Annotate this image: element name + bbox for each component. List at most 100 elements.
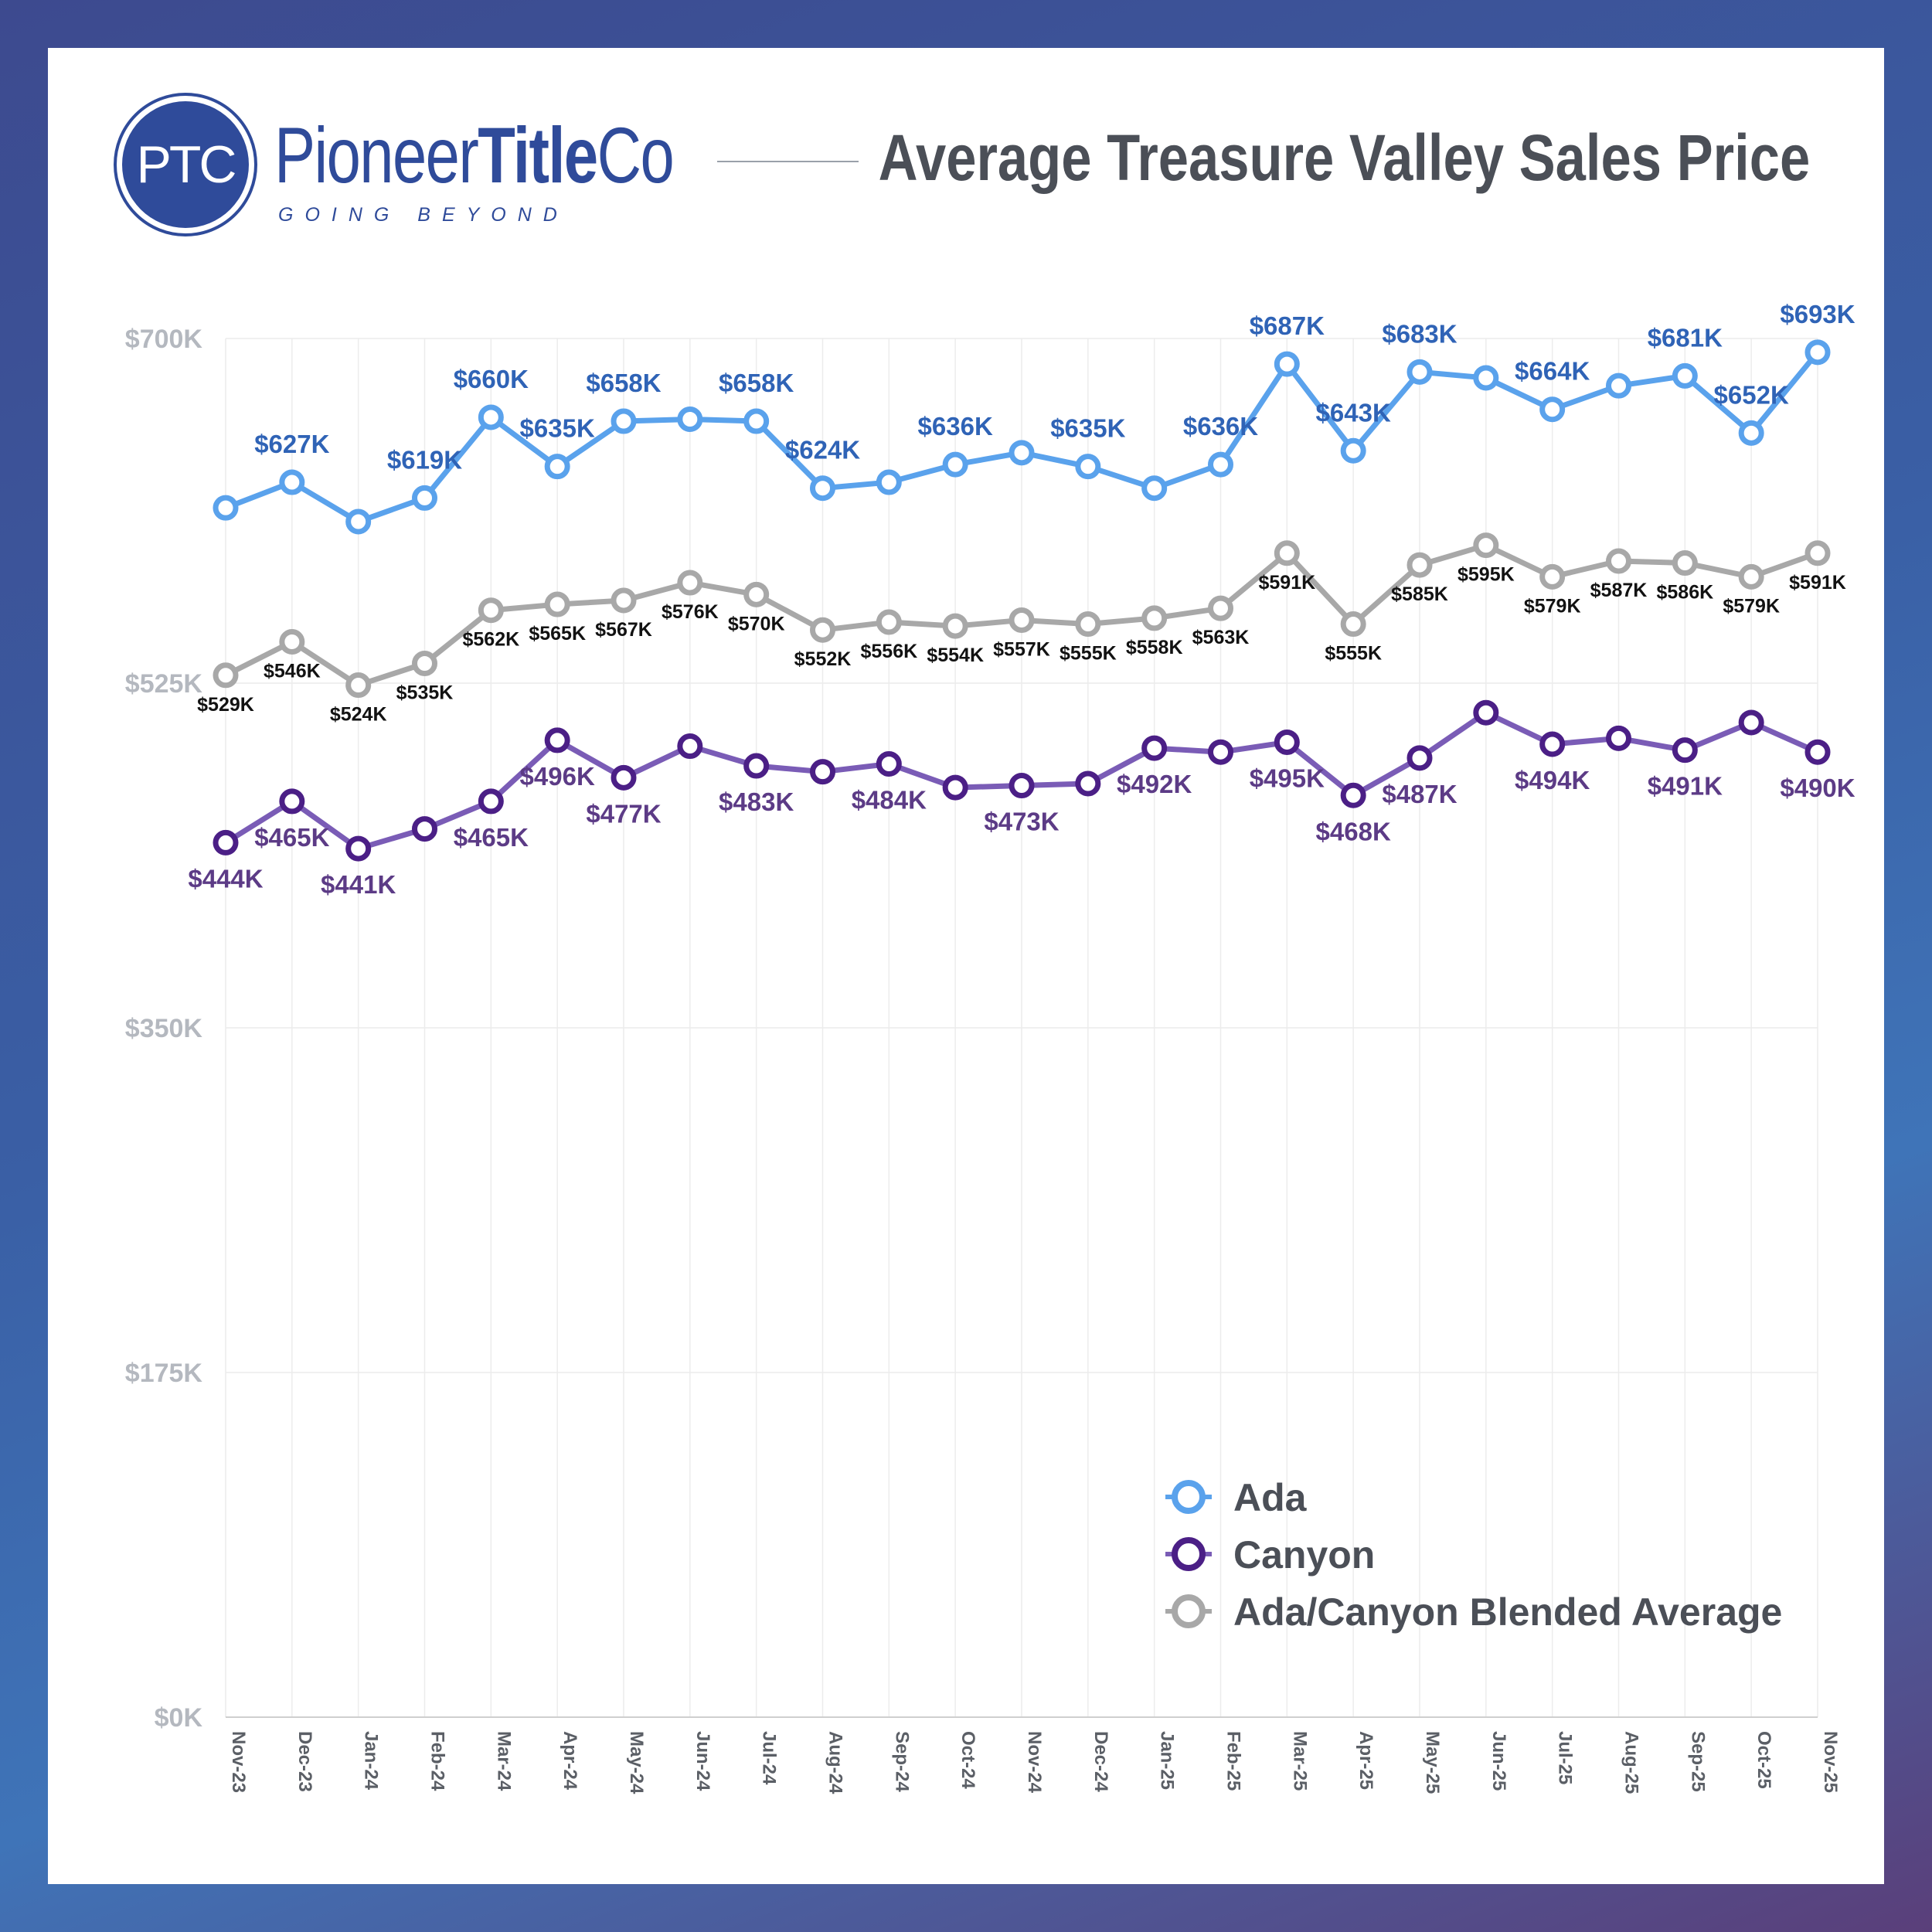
x-tick-label: Jan-24 xyxy=(361,1731,382,1791)
y-tick-label: $350K xyxy=(125,1014,203,1043)
x-tick-label: May-25 xyxy=(1422,1731,1443,1794)
data-point-ada xyxy=(1672,362,1698,389)
axes: $0K $175K $350K $525K $700K Nov-23 Dec-23 Jan-2… xyxy=(125,325,1841,1794)
data-label-canyon: $477K xyxy=(586,799,661,828)
legend-item-blend: Ada/Canyon Blended Average xyxy=(1165,1590,1782,1634)
data-label-ada: $636K xyxy=(1183,412,1258,440)
x-tick-label: May-24 xyxy=(626,1731,647,1794)
data-label-ada: $627K xyxy=(254,430,329,458)
data-point-canyon xyxy=(1208,739,1233,765)
legend-marker-canyon xyxy=(1172,1537,1206,1571)
data-label-ada: $681K xyxy=(1648,323,1723,352)
data-point-canyon xyxy=(544,727,570,753)
data-point-ada xyxy=(412,485,437,511)
data-point-blend xyxy=(1804,540,1831,566)
legend-item-canyon: Canyon xyxy=(1165,1533,1375,1577)
data-label-blend: $529K xyxy=(197,694,254,716)
data-point-ada xyxy=(1075,454,1101,480)
data-point-canyon xyxy=(1539,731,1566,757)
x-tick-label: Apr-24 xyxy=(560,1731,580,1791)
data-point-canyon xyxy=(1274,729,1300,755)
data-point-blend xyxy=(345,672,372,699)
x-tick-label: Nov-23 xyxy=(228,1731,249,1793)
x-tick-label: Oct-24 xyxy=(957,1731,978,1789)
data-point-canyon xyxy=(1473,699,1499,726)
ptc-logo-icon: PTC xyxy=(114,93,257,236)
data-point-ada xyxy=(942,451,968,478)
data-point-canyon xyxy=(743,753,770,779)
data-label-ada: $693K xyxy=(1780,300,1855,328)
y-tick-label: $0K xyxy=(155,1703,203,1733)
data-label-canyon: $473K xyxy=(984,808,1059,836)
x-tick-label: Jan-25 xyxy=(1157,1731,1178,1790)
data-label-canyon: $492K xyxy=(1117,770,1192,798)
data-point-ada xyxy=(1208,451,1233,478)
data-point-canyon xyxy=(478,788,504,815)
data-label-canyon: $465K xyxy=(254,823,329,852)
data-point-ada xyxy=(1340,437,1366,464)
data-point-blend xyxy=(743,581,770,607)
data-label-blend: $562K xyxy=(462,629,519,651)
data-label-blend: $585K xyxy=(1391,583,1448,605)
x-tick-label: Jul-25 xyxy=(1555,1731,1576,1784)
data-point-canyon xyxy=(1009,773,1035,799)
x-tick-label: Jun-24 xyxy=(692,1731,713,1791)
legend-label-canyon: Canyon xyxy=(1233,1533,1375,1577)
chart-title: Average Treasure Valley Sales Price xyxy=(878,121,1810,194)
data-label-blend: $576K xyxy=(662,601,719,623)
data-label-blend: $555K xyxy=(1060,643,1117,665)
data-label-blend: $563K xyxy=(1192,627,1250,648)
data-point-blend xyxy=(1009,607,1035,633)
data-label-blend: $554K xyxy=(927,645,984,666)
data-point-ada xyxy=(1473,365,1499,391)
data-point-canyon xyxy=(412,816,437,842)
data-label-ada: $643K xyxy=(1316,398,1391,427)
data-point-ada xyxy=(677,406,703,432)
data-label-blend: $552K xyxy=(794,648,852,670)
x-tick-label: Nov-24 xyxy=(1024,1731,1045,1794)
data-point-ada xyxy=(611,408,637,434)
data-label-ada: $660K xyxy=(454,365,529,393)
data-point-canyon xyxy=(1406,745,1433,771)
data-point-canyon xyxy=(1606,725,1631,751)
data-point-ada xyxy=(544,454,570,480)
data-label-canyon: $487K xyxy=(1382,780,1457,808)
legend-marker-ada xyxy=(1172,1480,1206,1514)
data-point-blend xyxy=(1672,550,1698,577)
y-tick-label: $525K xyxy=(125,669,203,699)
data-point-blend xyxy=(1539,563,1566,590)
data-label-blend: $579K xyxy=(1524,595,1581,617)
legend-label-blend: Ada/Canyon Blended Average xyxy=(1233,1590,1782,1634)
data-label-ada: $683K xyxy=(1382,319,1457,348)
data-labels: $529K $546K $524K $535K $562K $565K $567K $576K… xyxy=(188,300,1855,899)
data-point-blend xyxy=(876,609,902,635)
data-point-blend xyxy=(412,651,437,677)
data-point-ada xyxy=(1738,420,1764,446)
data-point-blend xyxy=(213,662,239,689)
x-tick-label: Dec-23 xyxy=(294,1731,315,1792)
data-point-blend xyxy=(544,591,570,617)
data-point-ada xyxy=(810,475,835,502)
x-tick-label: Mar-24 xyxy=(493,1731,514,1791)
brand-name-bold: Title xyxy=(478,111,598,199)
data-label-blend: $586K xyxy=(1656,582,1713,604)
data-label-ada: $652K xyxy=(1714,380,1789,409)
data-label-ada: $624K xyxy=(785,436,860,464)
data-point-ada xyxy=(1539,396,1566,423)
data-point-blend xyxy=(677,570,703,596)
data-point-canyon xyxy=(876,750,902,777)
data-point-blend xyxy=(1141,605,1168,631)
data-label-blend: $587K xyxy=(1590,580,1648,601)
data-label-blend: $570K xyxy=(728,613,785,634)
x-tick-label: Jul-24 xyxy=(759,1731,780,1785)
data-point-canyon xyxy=(611,764,637,791)
y-tick-label: $700K xyxy=(125,325,203,354)
data-label-ada: $658K xyxy=(719,369,794,397)
data-point-blend xyxy=(611,587,637,614)
data-label-blend: $557K xyxy=(993,638,1050,660)
data-point-ada xyxy=(213,495,239,521)
data-label-canyon: $495K xyxy=(1250,764,1325,792)
data-point-ada xyxy=(478,404,504,430)
data-label-blend: $591K xyxy=(1258,572,1315,594)
